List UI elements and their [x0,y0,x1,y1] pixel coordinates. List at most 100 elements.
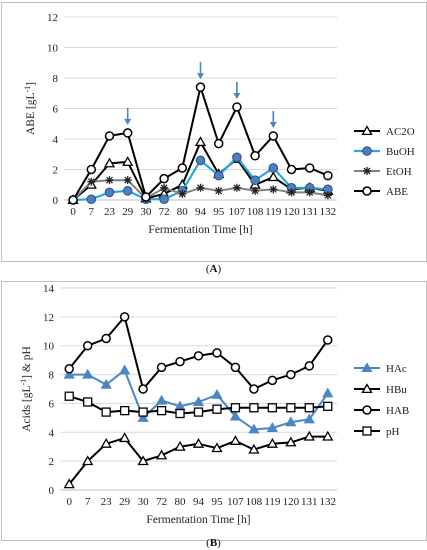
y-axis-title-end: ] & pH [21,346,33,379]
legend-item: HAc [354,362,407,375]
marker-circle-filled [268,163,279,173]
legend-item: BuOH [354,146,415,158]
legend: AC2O BuOH EtOH ABE [354,125,415,198]
marker-triangle-filled [100,378,112,389]
down-arrow-head [197,73,204,80]
marker-star [178,189,187,198]
down-arrow-head [233,92,241,99]
marker-triangle [103,157,116,168]
legend-label: HAc [386,363,407,375]
x-tick-label: 132 [320,496,337,508]
marker-triangle-filled [192,396,205,407]
series-ABE [68,82,333,205]
marker-circle-open [213,138,224,149]
marker-circle-open [232,102,242,112]
x-tick-label: 119 [265,206,282,218]
marker-triangle [192,438,205,448]
marker-star [232,183,241,192]
marker-circle-open [250,151,260,161]
legend-label: pH [386,426,400,438]
marker-star [323,191,332,200]
legend-item: pH [354,426,400,438]
marker-circle-filled [122,186,133,196]
legend-label: BuOH [386,146,415,158]
y-axis-title: ABE [gL-1] [23,82,38,135]
marker-star [105,176,114,185]
marker-circle-open [362,405,372,415]
marker-circle-open [304,163,315,173]
marker-circle-filled [213,170,224,181]
marker-square-open [286,403,296,413]
marker-circle-filled [232,152,242,163]
marker-square-open [362,426,372,436]
x-axis-title: Fermentation Time [h] [148,224,252,236]
chart-panel-a: 0 2 4 6 8 10 12 0 7 23 29 30 72 80 94 95 107 108 119 120 131… [1,2,427,262]
legend-item: ABE [354,186,408,198]
marker-triangle-filled [211,388,223,399]
x-tick-label: 94 [193,496,205,508]
y-tick-label: 2 [49,456,55,468]
marker-circle-open [286,369,296,380]
x-tick-label: 132 [320,206,337,218]
marker-circle-open [323,335,333,345]
x-tick-label: 29 [119,496,131,508]
marker-circle-open [156,362,167,373]
marker-star [87,177,96,186]
marker-square-open [230,403,241,413]
marker-circle-open [141,192,151,202]
series-HBu [63,430,334,489]
marker-circle-open [86,164,97,175]
marker-triangle [194,136,207,147]
x-tick-label: 7 [89,206,95,218]
marker-circle-filled [86,194,97,205]
marker-star [251,186,260,195]
marker-triangle-filled [361,362,373,373]
marker-triangle-filled [155,394,168,405]
marker-triangle [137,455,149,466]
marker-circle-open [122,128,133,138]
marker-circle-open [212,348,222,358]
marker-square-open [64,391,74,401]
marker-triangle [303,430,315,441]
legend-label: ABE [386,186,408,198]
marker-triangle [248,443,260,454]
marker-circle-open [82,340,93,351]
caption-a: (A) [205,263,222,275]
x-tick-label: 23 [104,206,116,218]
marker-circle-filled [250,175,260,185]
x-tick-label: 30 [140,206,152,218]
y-axis-title-end: ] [25,82,37,86]
marker-circle-open [323,170,333,181]
marker-circle-filled [159,194,169,205]
marker-triangle [211,442,223,453]
x-tick-label: 29 [122,206,134,218]
y-tick-label: 8 [53,73,59,85]
x-axis-title: Fermentation Time [h] [146,514,250,526]
marker-circle-open [177,163,188,173]
marker-triangle-filled [119,364,131,375]
legend-item: HAB [354,405,409,417]
marker-triangle [229,435,242,445]
marker-star [196,183,205,192]
marker-circle-open [104,131,115,141]
marker-circle-open [138,384,148,394]
legend-item: HBu [354,383,407,396]
y-tick-label: 6 [53,104,59,116]
marker-triangle [266,438,278,448]
chart-panel-b: 0 2 4 6 8 10 12 14 0 7 23 29 30 72 80 94 95 107 108 119 120 1… [1,281,427,541]
marker-triangle-filled [137,412,149,422]
marker-circle-filled [104,187,115,198]
marker-circle-open [286,164,297,175]
x-tick-label: 0 [70,206,76,218]
y-axis-title: Acids [gL-1] & pH [19,346,34,432]
marker-triangle [100,438,112,448]
marker-star [363,167,371,175]
marker-circle-filled [195,155,206,166]
x-tick-label: 108 [246,496,263,508]
marker-circle-open [159,173,169,184]
y-tick-label: 0 [53,195,59,207]
marker-square-open [83,397,93,407]
y-tick-label: 12 [47,12,58,24]
x-tick-label: 72 [159,206,170,218]
